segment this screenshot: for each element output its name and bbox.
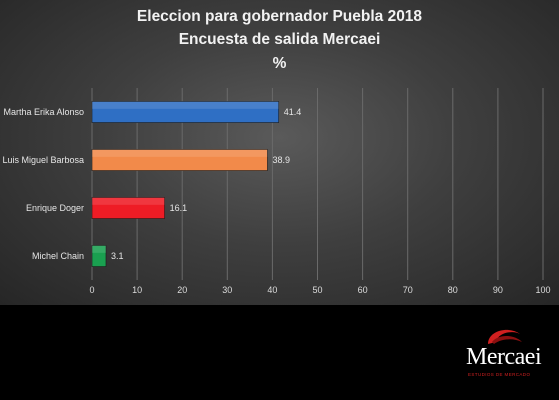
- x-tick-label: 10: [132, 285, 142, 295]
- logo-text: Mercaei: [466, 344, 542, 370]
- bar: [91, 245, 107, 267]
- bar: [91, 101, 280, 123]
- x-tick-label: 100: [535, 285, 550, 295]
- x-tick-label: 40: [267, 285, 277, 295]
- bar: [91, 197, 165, 219]
- chart-title: Eleccion para gobernador Puebla 2018: [136, 8, 423, 25]
- chart-subtitle: Encuesta de salida Mercaei: [178, 31, 381, 48]
- logo-tagline: ESTUDIOS DE MERCADO: [468, 372, 531, 377]
- x-tick-label: 30: [222, 285, 232, 295]
- mercaei-logo: Mercaei ESTUDIOS DE MERCADO: [458, 322, 554, 382]
- x-tick-label: 20: [177, 285, 187, 295]
- bar: [91, 149, 268, 171]
- x-tick-label: 90: [493, 285, 503, 295]
- x-tick-label: 60: [358, 285, 368, 295]
- x-tick-label: 0: [89, 285, 94, 295]
- x-tick-label: 50: [312, 285, 322, 295]
- bar-highlight: [92, 149, 268, 157]
- category-label: Martha Erika Alonso: [3, 107, 84, 117]
- chart-panel: Eleccion para gobernador Puebla 2018 Enc…: [0, 0, 559, 305]
- category-label: Luis Miguel Barbosa: [2, 155, 84, 165]
- bar-chart: 0 10 20 30 40 50 60 70 80 90 100 Martha Erika Alons…: [2, 88, 551, 295]
- data-label: 38.9: [272, 155, 290, 165]
- data-label: 41.4: [284, 107, 302, 117]
- logo-swoosh-icon: [488, 329, 522, 344]
- bar-highlight: [92, 197, 165, 205]
- x-tick-label: 80: [448, 285, 458, 295]
- bar-highlight: [92, 101, 279, 109]
- data-label: 16.1: [170, 203, 188, 213]
- data-label: 3.1: [111, 251, 124, 261]
- category-label: Enrique Doger: [26, 203, 84, 213]
- category-label: Michel Chain: [32, 251, 84, 261]
- chart-unit: %: [272, 55, 287, 72]
- bar-highlight: [92, 245, 106, 253]
- x-tick-label: 70: [403, 285, 413, 295]
